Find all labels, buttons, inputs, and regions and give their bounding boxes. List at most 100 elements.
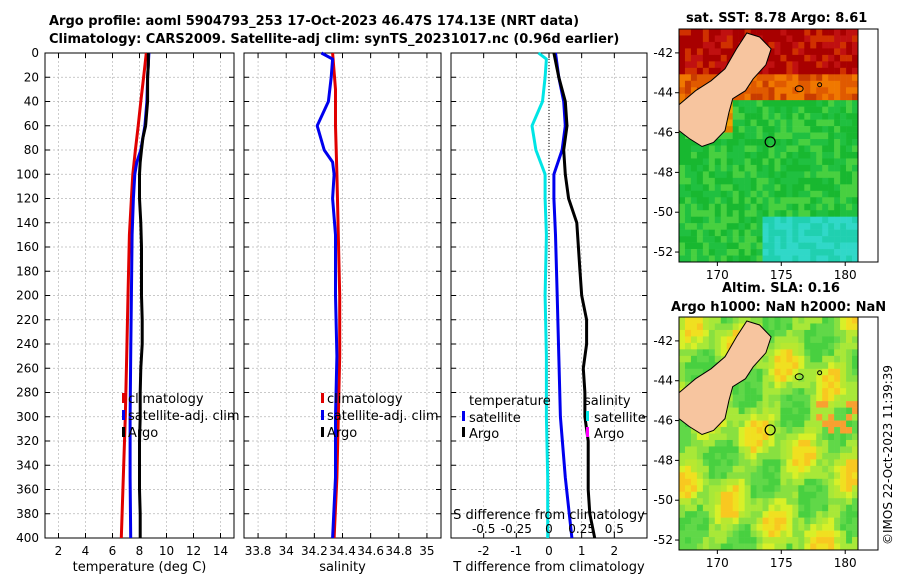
- map-cell: [852, 530, 859, 538]
- map-cell: [702, 472, 710, 480]
- legend-label: climatology: [128, 392, 204, 407]
- map-cell: [738, 249, 745, 256]
- map-cell: [696, 177, 704, 185]
- map-cell: [828, 420, 835, 428]
- map-cell: [786, 491, 793, 499]
- map-cell: [798, 465, 805, 473]
- map-cell: [696, 210, 704, 217]
- map-cell: [679, 472, 686, 480]
- map-cell: [744, 401, 751, 408]
- map-cell: [738, 317, 745, 324]
- map-cell: [690, 368, 698, 376]
- map-cell: [840, 61, 847, 69]
- map-cell: [786, 242, 793, 250]
- map-cell: [816, 368, 823, 376]
- map-cell: [744, 119, 751, 127]
- map-cell: [792, 368, 799, 376]
- map-cell: [690, 317, 698, 324]
- map-cell: [810, 465, 817, 473]
- map-cell: [732, 317, 739, 324]
- map-cell: [696, 342, 704, 350]
- map-cell: [798, 491, 805, 499]
- map-cell: [816, 336, 823, 344]
- map-cell: [714, 342, 722, 350]
- map-cell: [720, 491, 728, 499]
- map-cell: [774, 414, 781, 421]
- map-cell: [756, 420, 763, 428]
- map-cell: [750, 190, 757, 198]
- map-cell: [804, 439, 811, 447]
- map-cell: [852, 446, 859, 454]
- map-cell: [732, 407, 739, 415]
- map-cell: [774, 543, 781, 551]
- map-cell: [696, 355, 704, 363]
- map-cell: [768, 249, 775, 256]
- map-cell: [762, 504, 769, 512]
- map-cell: [846, 517, 853, 525]
- map-cell: [684, 151, 692, 159]
- map-cell: [684, 485, 692, 493]
- map-cell: [714, 323, 722, 331]
- map-cell: [726, 151, 733, 159]
- map-cell: [714, 210, 722, 217]
- map-cell: [762, 210, 769, 217]
- map-cell: [738, 511, 745, 518]
- map-cell: [828, 355, 835, 363]
- map-cell: [679, 93, 686, 101]
- map-cell: [840, 368, 847, 376]
- legend-swatch: [321, 393, 324, 403]
- map-cell: [762, 29, 769, 36]
- map-cell: [768, 543, 775, 551]
- map-cell: [744, 93, 751, 101]
- map-cell: [816, 177, 823, 185]
- map-cell: [852, 145, 859, 153]
- map-cell: [708, 190, 716, 198]
- map-cell: [774, 119, 781, 127]
- map-cell: [792, 100, 799, 107]
- map-cell: [768, 87, 775, 95]
- map-cell: [726, 504, 733, 512]
- map-cell: [822, 362, 829, 370]
- map-cell: [786, 93, 793, 101]
- map-cell: [804, 132, 811, 140]
- map-cell: [822, 216, 829, 224]
- map-cell: [762, 420, 769, 428]
- map-cell: [780, 498, 787, 505]
- map-cell: [834, 485, 841, 493]
- map-cell: [780, 543, 787, 551]
- map-cell: [679, 87, 686, 95]
- map-cell: [840, 87, 847, 95]
- map-cell: [804, 87, 811, 95]
- map-cell: [786, 236, 793, 243]
- map-cell: [852, 184, 859, 192]
- map-cell: [846, 524, 853, 531]
- map-cell: [822, 459, 829, 467]
- map-cell: [684, 517, 692, 525]
- map-cell: [798, 517, 805, 525]
- map-cell: [834, 537, 841, 544]
- map-cell: [732, 151, 739, 159]
- map-cell: [768, 158, 775, 166]
- map-cell: [810, 29, 817, 36]
- map-cell: [840, 543, 847, 551]
- map-cell: [696, 446, 704, 454]
- map-cell: [786, 401, 793, 408]
- map-cell: [750, 29, 757, 36]
- map-cell: [828, 530, 835, 538]
- map-cell: [840, 139, 847, 146]
- map-cell: [684, 472, 692, 480]
- map-cell: [702, 362, 710, 370]
- map-cell: [780, 236, 787, 243]
- map-cell: [750, 126, 757, 133]
- map-cell: [852, 342, 859, 350]
- map-cell: [840, 190, 847, 198]
- map-cell: [852, 485, 859, 493]
- map-cell: [720, 427, 728, 434]
- map-cell: [762, 407, 769, 415]
- map-cell: [780, 420, 787, 428]
- map-cell: [846, 342, 853, 350]
- map-cell: [720, 29, 728, 36]
- map-cell: [822, 87, 829, 95]
- map-cell: [822, 498, 829, 505]
- map-cell: [792, 171, 799, 179]
